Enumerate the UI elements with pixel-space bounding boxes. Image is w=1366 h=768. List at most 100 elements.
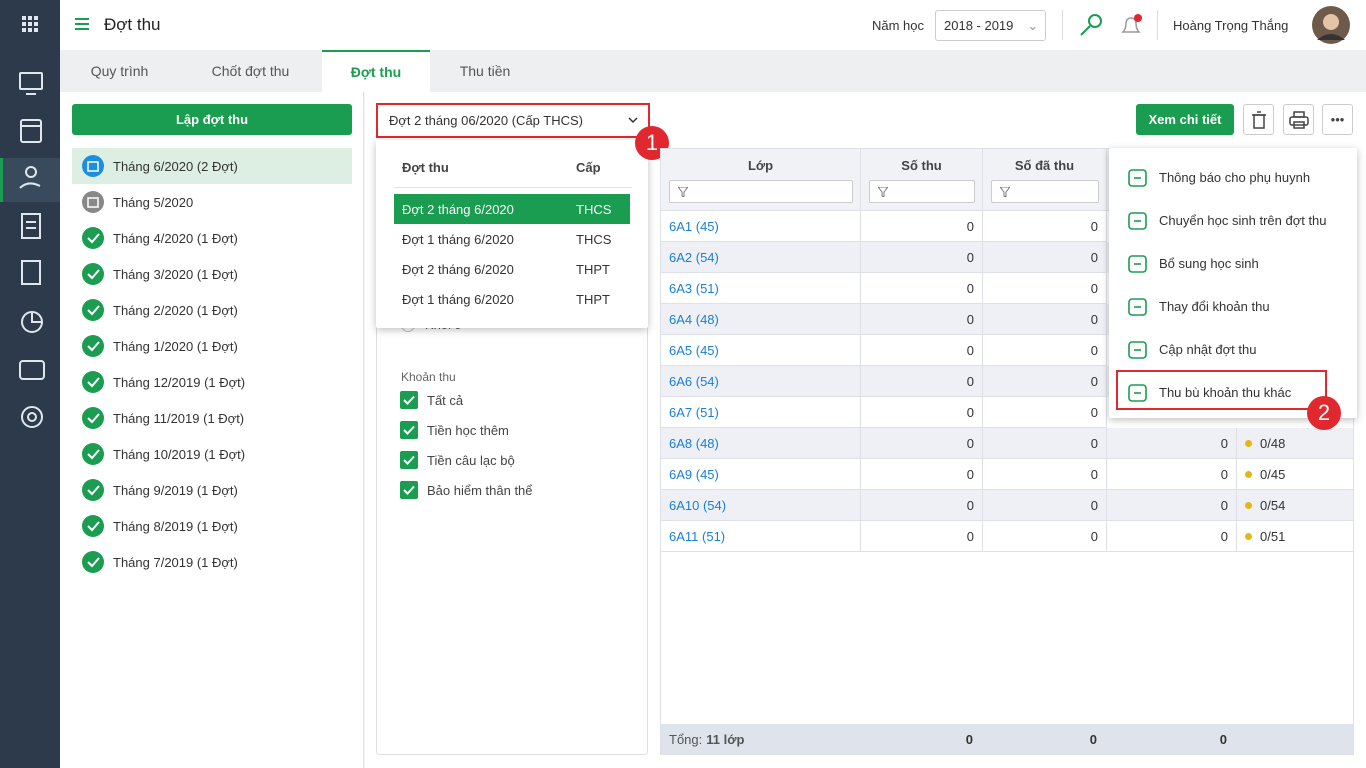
class-link[interactable]: 6A10 (54): [669, 498, 726, 513]
option-level: THPT: [576, 292, 610, 307]
table-cell[interactable]: 6A8 (48): [661, 428, 861, 459]
fee-checkbox[interactable]: Tiền học thêm: [400, 421, 509, 439]
table-cell[interactable]: 6A3 (51): [661, 273, 861, 304]
month-label: Tháng 1/2020 (1 Đợt): [113, 339, 238, 354]
menu-item[interactable]: Bổ sung học sinh: [1109, 242, 1357, 285]
class-link[interactable]: 6A2 (54): [669, 250, 719, 265]
cell-value: 0: [1091, 281, 1098, 296]
month-item[interactable]: Tháng 5/2020: [72, 184, 352, 220]
menu-label: Cập nhật đợt thu: [1159, 342, 1256, 357]
table-cell: 0/54: [1237, 490, 1354, 521]
month-item[interactable]: Tháng 4/2020 (1 Đợt): [72, 220, 352, 256]
column-filter[interactable]: [991, 180, 1099, 203]
cell-value: 0: [967, 281, 974, 296]
table-cell: 0: [983, 459, 1107, 490]
menu-item[interactable]: Thông báo cho phụ huynh: [1109, 156, 1357, 199]
user-name[interactable]: Hoàng Trọng Thắng: [1173, 18, 1288, 33]
tab[interactable]: Thu tiền: [430, 50, 540, 92]
table-cell[interactable]: 6A2 (54): [661, 242, 861, 273]
table-cell[interactable]: 6A7 (51): [661, 397, 861, 428]
month-item[interactable]: Tháng 11/2019 (1 Đợt): [72, 400, 352, 436]
table-cell: 0: [861, 490, 983, 521]
delete-button[interactable]: [1243, 104, 1274, 135]
month-item[interactable]: Tháng 1/2020 (1 Đợt): [72, 328, 352, 364]
option-level: THPT: [576, 262, 610, 277]
month-item[interactable]: Tháng 12/2019 (1 Đợt): [72, 364, 352, 400]
table-cell: 0/48: [1237, 428, 1354, 459]
month-item[interactable]: Tháng 8/2019 (1 Đợt): [72, 508, 352, 544]
table-cell: 0: [983, 273, 1107, 304]
table-cell: 0: [1107, 459, 1237, 490]
notification-icon[interactable]: [1118, 12, 1144, 40]
fee-label: Tiền câu lạc bộ: [427, 453, 515, 468]
table-cell: 0: [861, 459, 983, 490]
table-cell: 0: [861, 521, 983, 552]
menu-item[interactable]: Cập nhật đợt thu: [1109, 328, 1357, 371]
dropdown-option[interactable]: Đợt 2 tháng 6/2020THCS: [394, 194, 630, 224]
class-link[interactable]: 6A5 (45): [669, 343, 719, 358]
menu-item[interactable]: Thay đổi khoản thu: [1109, 285, 1357, 328]
table-cell: 0: [861, 273, 983, 304]
month-item[interactable]: Tháng 7/2019 (1 Đợt): [72, 544, 352, 580]
table-cell[interactable]: 6A6 (54): [661, 366, 861, 397]
more-button[interactable]: •••: [1322, 104, 1353, 135]
cell-value: 0: [1091, 312, 1098, 327]
menu-toggle[interactable]: [75, 17, 89, 31]
cell-value: 0: [1221, 498, 1228, 513]
class-link[interactable]: 6A6 (54): [669, 374, 719, 389]
fee-label: Bảo hiểm thân thể: [427, 483, 533, 498]
class-link[interactable]: 6A9 (45): [669, 467, 719, 482]
table-cell: 0: [861, 397, 983, 428]
footer-label: Tổng:: [669, 732, 702, 747]
tab[interactable]: Quy trình: [60, 50, 179, 92]
class-link[interactable]: 6A3 (51): [669, 281, 719, 296]
table-cell: 0: [861, 428, 983, 459]
search-icon[interactable]: [1078, 12, 1104, 38]
table-cell[interactable]: 6A1 (45): [661, 211, 861, 242]
batch-select[interactable]: Đợt 2 tháng 06/2020 (Cấp THCS): [376, 103, 650, 138]
menu-item[interactable]: Chuyển học sinh trên đợt thu: [1109, 199, 1357, 242]
month-item[interactable]: Tháng 6/2020 (2 Đợt): [72, 148, 352, 184]
table-cell[interactable]: 6A10 (54): [661, 490, 861, 521]
fee-checkbox[interactable]: Bảo hiểm thân thể: [400, 481, 533, 499]
class-link[interactable]: 6A1 (45): [669, 219, 719, 234]
month-item[interactable]: Tháng 9/2019 (1 Đợt): [72, 472, 352, 508]
avatar[interactable]: [1312, 6, 1350, 44]
footer-label: Tổng:11 lớp: [669, 732, 744, 747]
table-cell: 0/45: [1237, 459, 1354, 490]
dropdown-option[interactable]: Đợt 1 tháng 6/2020THPT: [394, 284, 630, 314]
cell-value: 0: [967, 529, 974, 544]
print-button[interactable]: [1283, 104, 1314, 135]
tab[interactable]: Đợt thu: [322, 50, 430, 92]
class-link[interactable]: 6A11 (51): [669, 529, 725, 544]
dropdown-option[interactable]: Đợt 2 tháng 6/2020THPT: [394, 254, 630, 284]
batch-value: Đợt 2 tháng 06/2020 (Cấp THCS): [389, 113, 583, 128]
month-item[interactable]: Tháng 10/2019 (1 Đợt): [72, 436, 352, 472]
column-filter[interactable]: [669, 180, 853, 203]
fee-checkbox[interactable]: Tiền câu lạc bộ: [400, 451, 515, 469]
table-cell[interactable]: 6A9 (45): [661, 459, 861, 490]
month-item[interactable]: Tháng 3/2020 (1 Đợt): [72, 256, 352, 292]
class-link[interactable]: 6A8 (48): [669, 436, 719, 451]
page-title: Đợt thu: [104, 15, 161, 35]
column-filter[interactable]: [869, 180, 975, 203]
year-select[interactable]: 2018 - 2019⌄: [935, 10, 1046, 41]
month-item[interactable]: Tháng 2/2020 (1 Đợt): [72, 292, 352, 328]
table-cell[interactable]: 6A4 (48): [661, 304, 861, 335]
table-cell[interactable]: 6A5 (45): [661, 335, 861, 366]
callout: 2: [1307, 396, 1341, 430]
dropdown-option[interactable]: Đợt 1 tháng 6/2020THCS: [394, 224, 630, 254]
menu-label: Thông báo cho phụ huynh: [1159, 170, 1310, 185]
class-link[interactable]: 6A4 (48): [669, 312, 719, 327]
menu-label: Chuyển học sinh trên đợt thu: [1159, 213, 1327, 228]
create-button[interactable]: Lập đợt thu: [72, 104, 352, 135]
cell-value: 0: [967, 498, 974, 513]
cell-value: 0: [1221, 529, 1228, 544]
class-link[interactable]: 6A7 (51): [669, 405, 719, 420]
detail-button[interactable]: Xem chi tiết: [1136, 104, 1234, 135]
table-cell: 0: [1107, 490, 1237, 521]
fee-checkbox[interactable]: Tất cả: [400, 391, 463, 409]
table-cell[interactable]: 6A11 (51): [661, 521, 861, 552]
month-label: Tháng 12/2019 (1 Đợt): [113, 375, 245, 390]
tab[interactable]: Chốt đợt thu: [179, 50, 322, 92]
